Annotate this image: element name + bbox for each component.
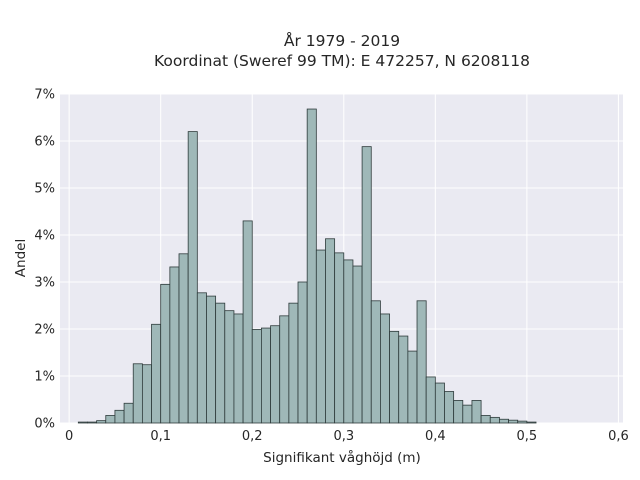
histogram-bar: [151, 323, 162, 424]
x-tick-label: 0,6: [608, 429, 629, 444]
x-tick-label: 0,5: [517, 429, 538, 444]
x-tick-label: 0,2: [242, 429, 263, 444]
histogram-bar: [251, 329, 262, 424]
histogram-bar: [260, 327, 271, 424]
y-tick-label: 2%: [34, 323, 55, 338]
x-tick-label: 0,4: [425, 429, 446, 444]
histogram-bar: [389, 330, 400, 424]
histogram-bar: [160, 283, 171, 424]
histogram-bar: [398, 335, 409, 424]
chart-title: År 1979 - 2019: [284, 31, 400, 50]
histogram-bar: [169, 266, 180, 424]
histogram-bar: [480, 415, 491, 424]
y-tick-label: 5%: [34, 182, 55, 197]
y-tick-label: 1%: [34, 370, 55, 385]
histogram-bar: [508, 419, 519, 424]
y-tick-labels: 0% 1% 2% 3% 4% 5% 6% 7%: [34, 88, 55, 432]
histogram-bar: [453, 400, 464, 424]
histogram-bar: [242, 220, 253, 424]
histogram-bar: [270, 325, 281, 424]
histogram-bar: [343, 259, 354, 424]
histogram-bar: [178, 253, 189, 424]
histogram-bar: [306, 108, 317, 424]
histogram-bar: [361, 146, 372, 424]
histogram-bar: [196, 292, 207, 424]
histogram-bar: [224, 310, 235, 424]
y-tick-label: 7%: [34, 88, 55, 103]
chart-subtitle: Koordinat (Sweref 99 TM): E 472257, N 62…: [154, 52, 530, 70]
y-tick-label: 0%: [34, 417, 55, 432]
histogram-bar: [425, 376, 436, 424]
histogram-bar: [141, 364, 152, 424]
histogram-bar: [489, 416, 500, 424]
histogram-bar: [517, 420, 528, 424]
histogram-bar: [132, 363, 143, 424]
histogram-bar: [370, 300, 381, 424]
histogram-bar: [325, 238, 336, 424]
histogram-bar: [444, 391, 455, 424]
x-axis-label: Signifikant våghöjd (m): [263, 449, 421, 466]
y-tick-label: 3%: [34, 276, 55, 291]
histogram-bar: [499, 418, 509, 424]
x-tick-label: 0,3: [333, 429, 354, 444]
y-tick-label: 4%: [34, 229, 55, 244]
histogram-bar: [288, 302, 299, 424]
histogram-bar: [77, 421, 88, 424]
histogram-bar: [206, 295, 217, 424]
histogram-bar: [380, 313, 390, 424]
histogram-bar: [315, 249, 326, 424]
histogram-bar: [87, 421, 98, 424]
x-tick-labels: 0 0,1 0,2 0,3 0,4 0,5 0,6: [65, 429, 629, 444]
histogram-bar: [297, 281, 308, 424]
histogram-bar: [123, 402, 134, 424]
histogram-bar: [471, 400, 482, 424]
histogram-bar: [334, 252, 345, 424]
histogram-bars: [77, 108, 537, 424]
histogram-bar: [187, 131, 198, 424]
y-axis-label: Andel: [13, 239, 29, 277]
histogram-bar: [96, 420, 107, 424]
histogram-bar: [462, 404, 473, 424]
histogram-bar: [114, 409, 125, 424]
x-tick-label: 0,1: [150, 429, 171, 444]
histogram-bar: [434, 382, 445, 424]
histogram-bar: [416, 300, 427, 424]
histogram-bar: [215, 302, 226, 424]
x-tick-label: 0: [65, 429, 73, 444]
y-tick-label: 6%: [34, 135, 55, 150]
histogram-bar: [279, 315, 290, 424]
histogram-bar: [105, 415, 116, 424]
histogram-bar: [352, 265, 363, 424]
histogram-bar: [526, 421, 537, 424]
histogram-bar: [233, 313, 244, 424]
histogram-bar: [407, 350, 418, 424]
